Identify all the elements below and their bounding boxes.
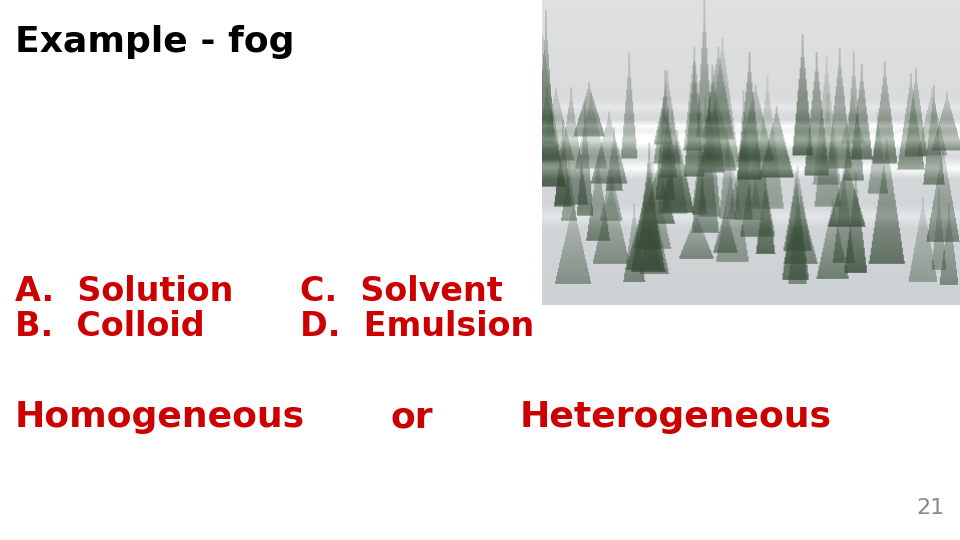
Text: B.  Colloid: B. Colloid (15, 310, 204, 343)
Text: D.  Emulsion: D. Emulsion (300, 310, 535, 343)
Text: Homogeneous: Homogeneous (15, 400, 305, 434)
Text: 21: 21 (917, 498, 945, 518)
Text: C.  Solvent: C. Solvent (300, 275, 503, 308)
Text: A.  Solution: A. Solution (15, 275, 233, 308)
Text: or: or (390, 400, 433, 434)
Text: #17: #17 (864, 25, 945, 59)
Text: Heterogeneous: Heterogeneous (520, 400, 832, 434)
Text: Example - fog: Example - fog (15, 25, 295, 59)
